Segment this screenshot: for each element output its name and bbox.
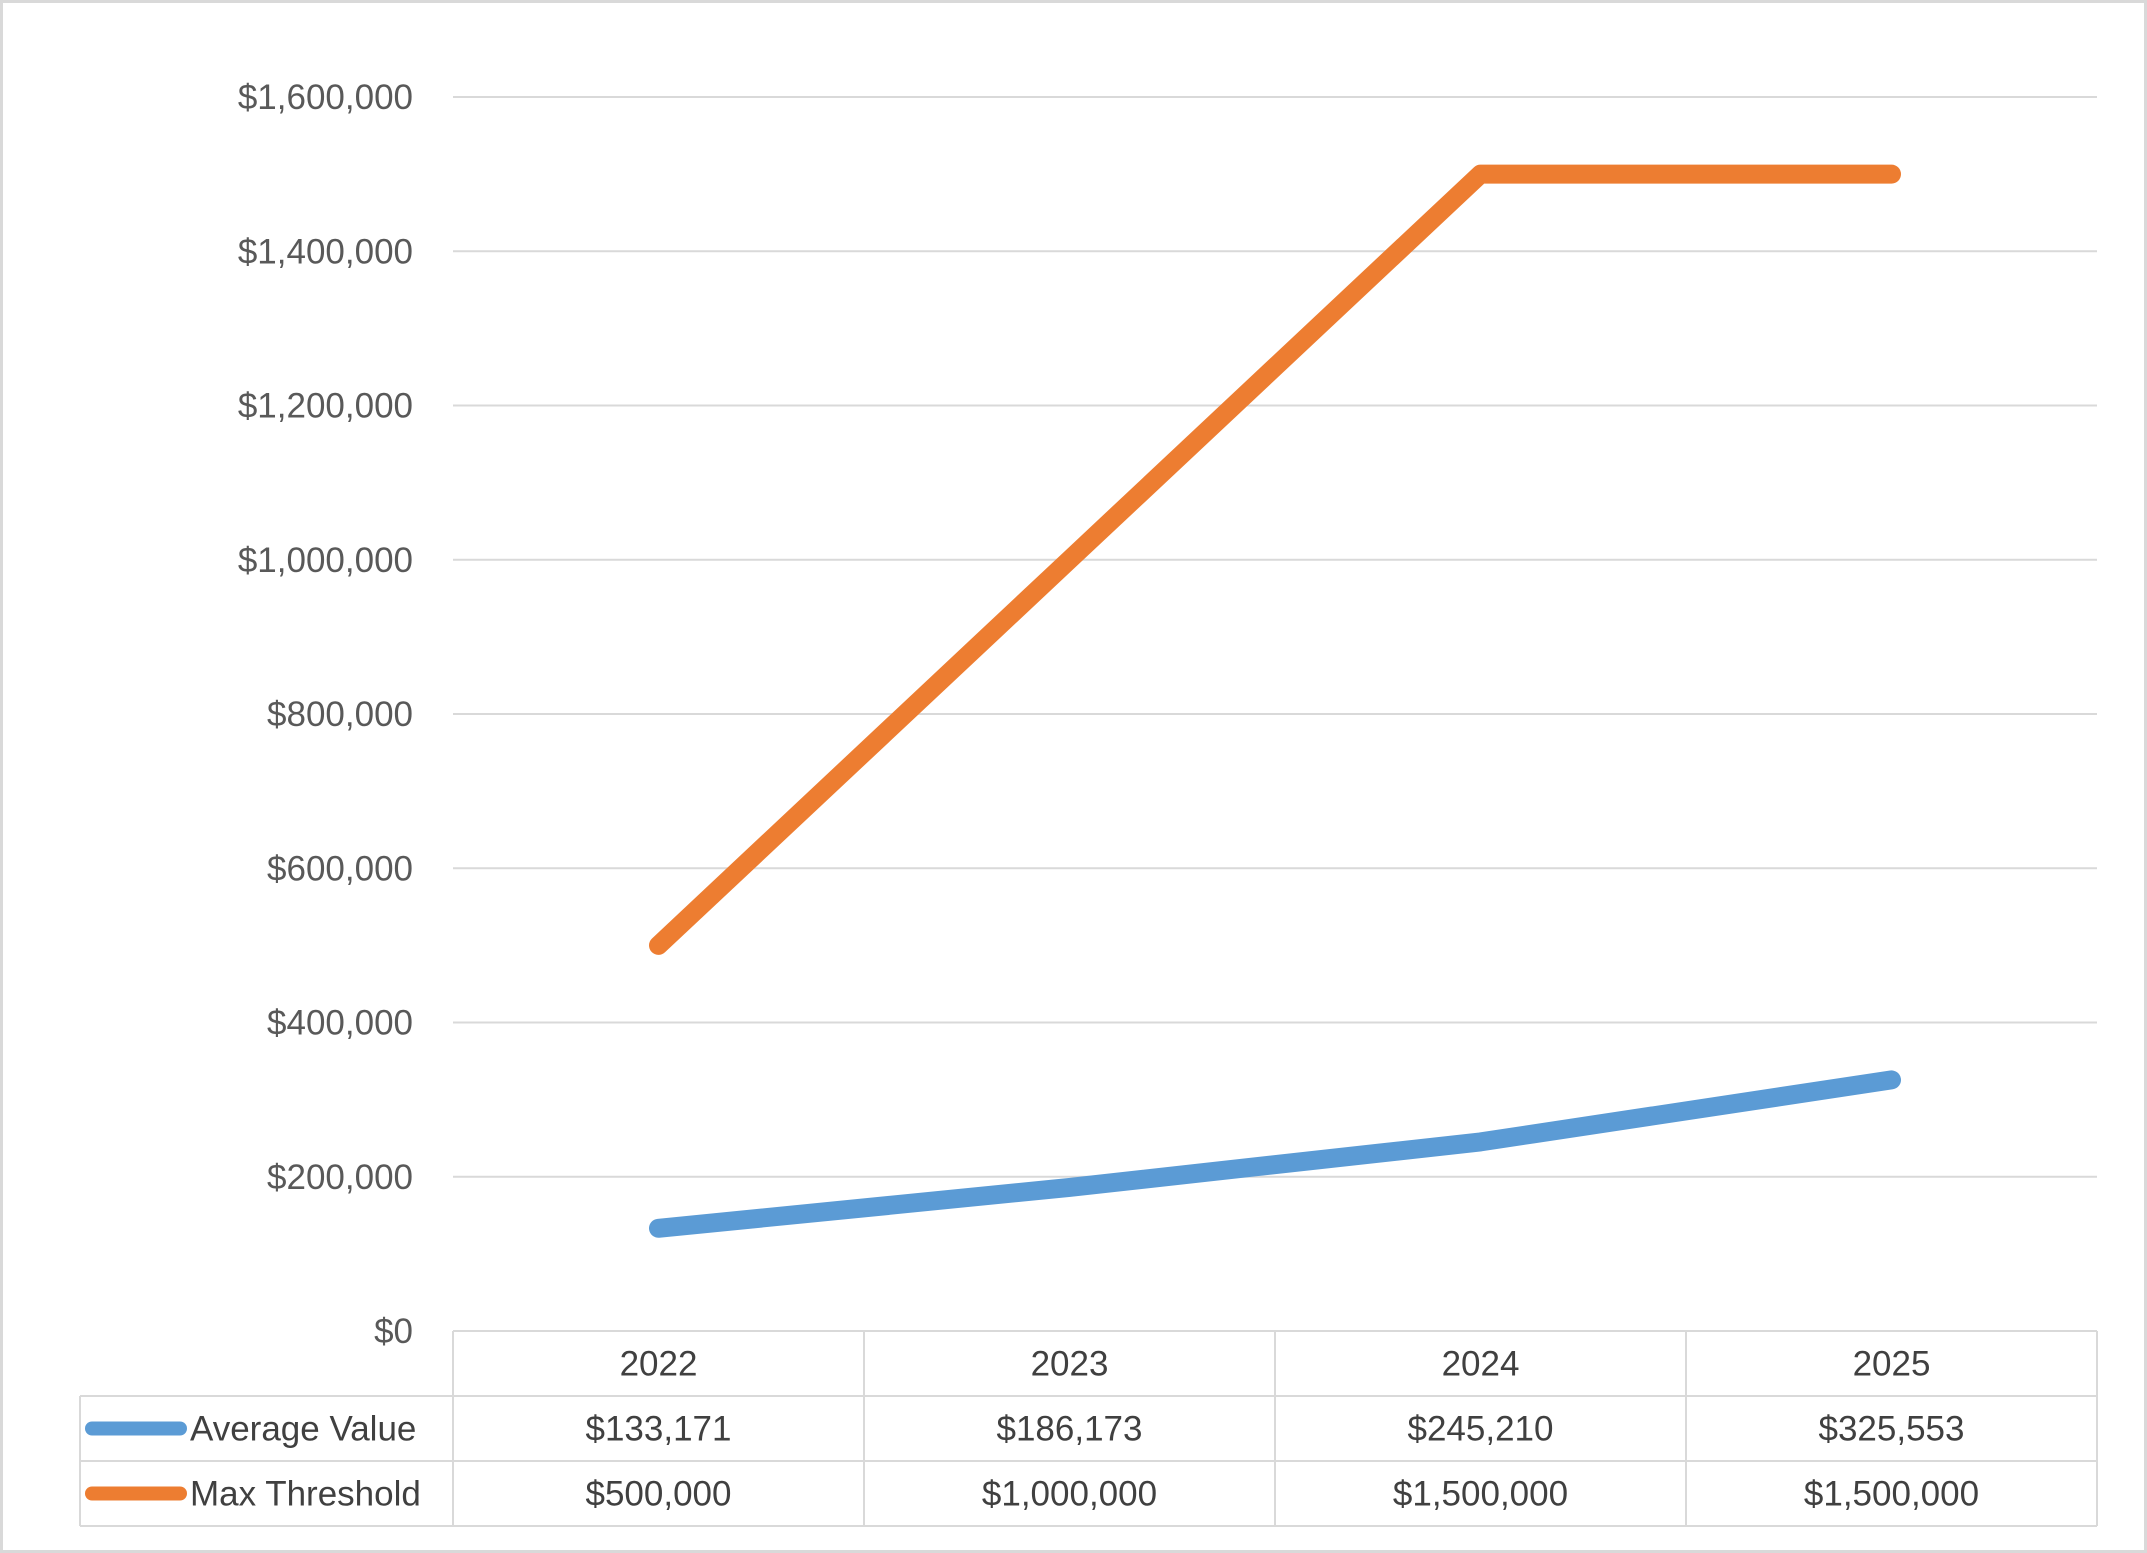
y-tick-label: $1,400,000 [238, 232, 413, 271]
data-label: $500,000 [586, 1475, 732, 1514]
data-label: $1,500,000 [1393, 1475, 1568, 1514]
data-label: $325,553 [1819, 1410, 1965, 1449]
category-label: 2022 [620, 1345, 698, 1384]
y-tick-label: $200,000 [267, 1158, 413, 1197]
series-line [649, 1070, 1901, 1238]
data-label: $133,171 [586, 1410, 732, 1449]
y-tick-label: $0 [374, 1312, 413, 1351]
y-tick-label: $400,000 [267, 1004, 413, 1043]
y-tick-label: $1,000,000 [238, 541, 413, 580]
data-table: 2022 2023 2024 2025 Average Value $133,171 $18… [79, 1330, 2098, 1527]
y-tick-label: $1,600,000 [238, 78, 413, 117]
series-name: Max Threshold [190, 1475, 421, 1514]
category-label: 2023 [1031, 1345, 1109, 1384]
gridlines [453, 96, 2097, 1178]
series-lines [649, 164, 1901, 1238]
data-label: $186,173 [997, 1410, 1143, 1449]
data-label: $245,210 [1408, 1410, 1554, 1449]
y-tick-label: $600,000 [267, 849, 413, 888]
y-tick-label: $1,200,000 [238, 387, 413, 426]
category-label: 2025 [1853, 1345, 1931, 1384]
y-tick-label: $800,000 [267, 695, 413, 734]
data-label: $1,500,000 [1804, 1475, 1979, 1514]
y-axis-ticks: $0 $200,000 $400,000 $600,000 $800,000 $1,000… [238, 78, 413, 1351]
series-line [649, 164, 1901, 955]
series-name: Average Value [190, 1410, 416, 1449]
data-label: $1,000,000 [982, 1475, 1157, 1514]
category-label: 2024 [1442, 1345, 1520, 1384]
